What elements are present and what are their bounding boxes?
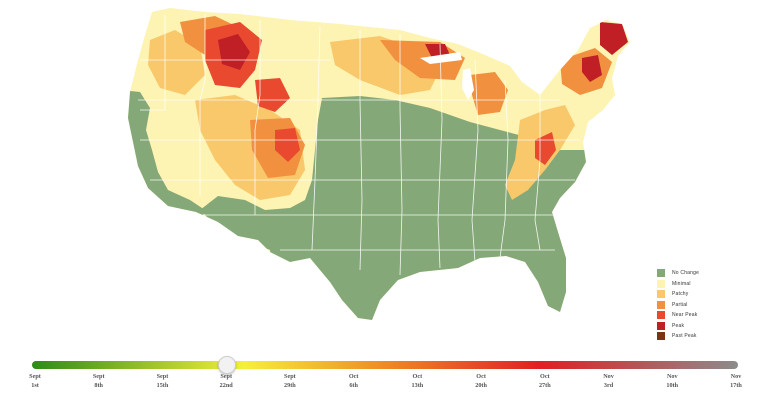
us-foliage-map (128, 8, 630, 320)
tick-month: Nov (603, 373, 614, 380)
tick-day: 20th (475, 381, 487, 389)
tick-day: 15th (156, 381, 169, 389)
legend-swatch (657, 321, 665, 330)
tick-day: 10th (666, 381, 679, 389)
tick-day: 17th (730, 381, 742, 389)
legend-swatch (657, 290, 665, 299)
tick-month: Nov (666, 373, 678, 380)
legend-item: Past Peak (657, 331, 737, 342)
legend-swatch (657, 332, 665, 341)
tick-day: 8th (94, 381, 104, 389)
legend-label: Peak (672, 322, 685, 329)
timeline-tick-label[interactable]: Oct 13th (387, 373, 447, 390)
tick-month: Sept (220, 373, 233, 380)
patchy-region-northwest (148, 30, 205, 95)
legend-item: Patchy (657, 289, 737, 300)
tick-day: 13th (411, 381, 424, 389)
tick-day: 1st (31, 381, 39, 389)
legend-swatch (657, 279, 665, 288)
tick-month: Sept (284, 373, 296, 380)
legend-item: No Change (657, 268, 737, 279)
legend-label: Minimal (672, 280, 691, 287)
timeline-tick-label[interactable]: Oct 6th (324, 373, 384, 390)
us-map-svg (128, 8, 630, 320)
state-borders (138, 14, 580, 276)
legend-label: Near Peak (672, 312, 698, 319)
tick-day: 6th (349, 381, 358, 389)
date-timeline-slider[interactable] (32, 361, 738, 369)
tick-day: 3rd (603, 381, 614, 389)
near-peak-region-colorado (275, 128, 300, 162)
tick-month: Oct (476, 373, 486, 380)
tick-month: Oct (412, 373, 423, 380)
peak-region-idaho (218, 34, 250, 70)
near-peak-region-wyoming (255, 78, 290, 112)
legend: No Change Minimal Patchy Partial Near Peak Pe… (657, 268, 737, 342)
legend-label: Past Peak (672, 333, 697, 340)
tick-month: Nov (730, 373, 742, 380)
timeline-tick-label[interactable]: Sept 29th (260, 373, 320, 390)
legend-swatch (657, 269, 665, 278)
tick-month: Oct (348, 373, 359, 380)
tick-day: 29th (284, 381, 296, 389)
partial-region-michigan (470, 72, 508, 115)
timeline-tick-label[interactable]: Sept 1st (5, 373, 65, 390)
legend-label: No Change (672, 270, 700, 277)
slider-thumb-handle[interactable] (218, 356, 236, 374)
timeline-tick-label[interactable]: Nov 3rd (579, 373, 639, 390)
timeline-tick-label[interactable]: Oct 20th (451, 373, 511, 390)
legend-swatch (657, 300, 665, 309)
peak-region-maine (600, 22, 628, 55)
timeline-tick-label[interactable]: Oct 27th (515, 373, 575, 390)
tick-month: Sept (92, 373, 105, 380)
lake-michigan (462, 68, 474, 100)
timeline-tick-label[interactable]: Nov 10th (642, 373, 702, 390)
tick-month: Oct (540, 373, 550, 380)
legend-swatch (657, 311, 665, 320)
timeline-tick-label[interactable]: Nov 17th (706, 373, 766, 390)
timeline-tick-label[interactable]: Sept 15th (132, 373, 192, 390)
legend-label: Partial (672, 301, 688, 308)
tick-day: 27th (538, 381, 551, 389)
tick-month: Sept (156, 373, 169, 380)
timeline-tick-label[interactable]: Sept 8th (69, 373, 129, 390)
peak-region-vermont-nh (582, 55, 602, 82)
legend-item: Near Peak (657, 310, 737, 321)
lake-superior (420, 52, 462, 64)
legend-item: Peak (657, 321, 737, 332)
tick-day: 22nd (219, 381, 233, 389)
legend-item: Partial (657, 300, 737, 311)
tick-month: Sept (29, 373, 41, 380)
timeline-tick-label[interactable]: Sept 22nd (196, 373, 256, 390)
legend-label: Patchy (672, 291, 689, 298)
legend-item: Minimal (657, 279, 737, 290)
